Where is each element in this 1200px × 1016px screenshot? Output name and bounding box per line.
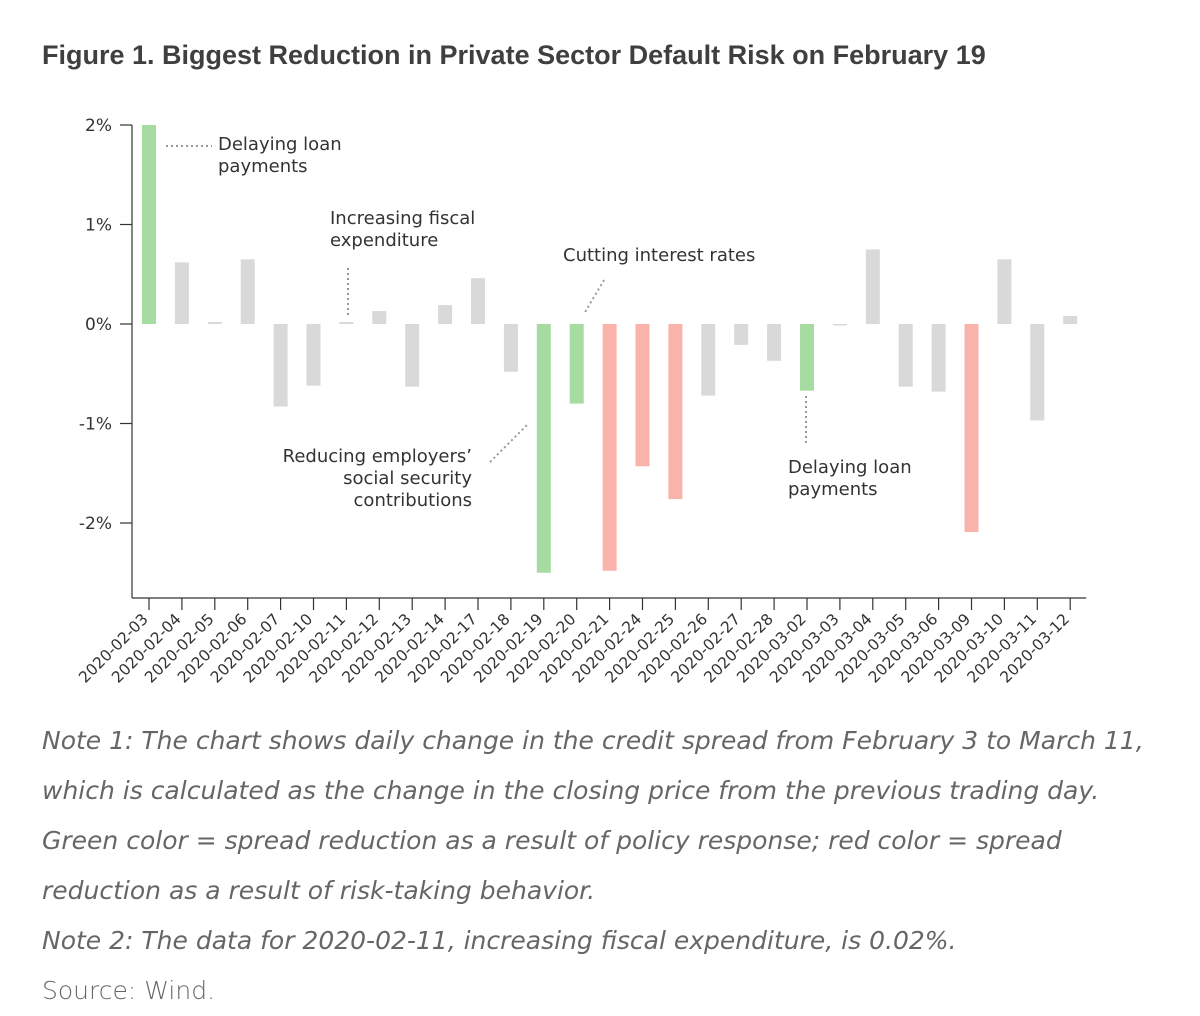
bar-2020-02-14 [438,305,453,324]
bar-2020-02-25 [668,324,683,500]
bar-2020-02-26 [701,324,716,396]
annotation-label: Delaying loan payments [788,457,912,500]
y-tick-label: 1% [85,216,112,236]
y-tick-label: 0% [85,315,112,335]
bars [142,125,1078,573]
bar-2020-03-02 [800,324,814,391]
bar-2020-02-24 [635,324,650,467]
bar-2020-02-11 [339,322,354,324]
annotation-label: Reducing employers’ social security contri… [283,446,473,511]
bar-2020-02-17 [471,278,485,324]
chart-title: Figure 1. Biggest Reduction in Private S… [42,40,986,70]
note-1: Note 1: The chart shows daily change in … [42,726,1144,905]
bar-2020-02-27 [734,324,749,345]
annotation-line: Delaying loan [218,134,342,155]
annotation-line: payments [218,156,308,177]
y-axis: 2% 1% 0% -1% -2% [79,116,133,598]
bar-chart: 2% 1% 0% -1% -2% 2020-02-032020-02-042020-02… [75,116,1087,687]
bar-2020-03-05 [898,324,913,387]
annotation-line: Cutting interest rates [563,245,755,266]
bar-2020-02-21 [602,324,617,571]
annotation-line: expenditure [330,230,438,251]
bar-2020-03-04 [865,249,880,324]
annotation-line: Delaying loan [788,457,912,478]
annotation-leader [489,423,529,463]
bar-2020-03-11 [1030,324,1045,421]
bar-2020-03-09 [964,324,979,532]
bar-2020-02-04 [174,262,189,324]
annotation-leader [583,279,605,315]
bar-2020-02-18 [503,324,518,372]
source-note: Source: Wind. [42,976,216,1005]
bar-2020-03-06 [931,324,946,392]
bar-2020-02-12 [372,311,387,324]
y-tick-label: 2% [85,116,112,136]
bar-2020-02-20 [569,324,584,404]
annotation-line: Reducing employers’ [283,446,472,467]
x-axis: 2020-02-032020-02-042020-02-052020-02-06… [75,597,1087,687]
bar-2020-03-03 [832,324,847,326]
bar-2020-02-05 [207,322,222,324]
note-2: Note 2: The data for 2020-02-11, increas… [42,926,957,955]
y-tick-label: -2% [79,514,112,534]
notes: Note 1: The chart shows daily change in … [42,716,1152,1016]
annotation-label: Delaying loan payments [218,134,342,177]
annotation-line: social security [343,468,472,489]
annotation-line: contributions [354,490,472,511]
bar-2020-02-28 [767,324,782,361]
bar-2020-02-10 [306,324,321,386]
y-tick-label: -1% [79,415,112,435]
annotation-line: payments [788,479,878,500]
bar-2020-02-03 [142,125,156,324]
bar-2020-02-13 [405,324,420,387]
bar-2020-03-12 [1063,316,1078,324]
bar-2020-02-07 [273,324,288,407]
bar-2020-03-10 [997,259,1012,324]
annotation-label: Cutting interest rates [563,245,755,266]
annotation-line: Increasing fiscal [330,208,475,229]
bar-2020-02-19 [536,324,551,573]
bar-2020-02-06 [240,259,255,324]
annotation-label: Increasing fiscal expenditure [330,208,475,251]
